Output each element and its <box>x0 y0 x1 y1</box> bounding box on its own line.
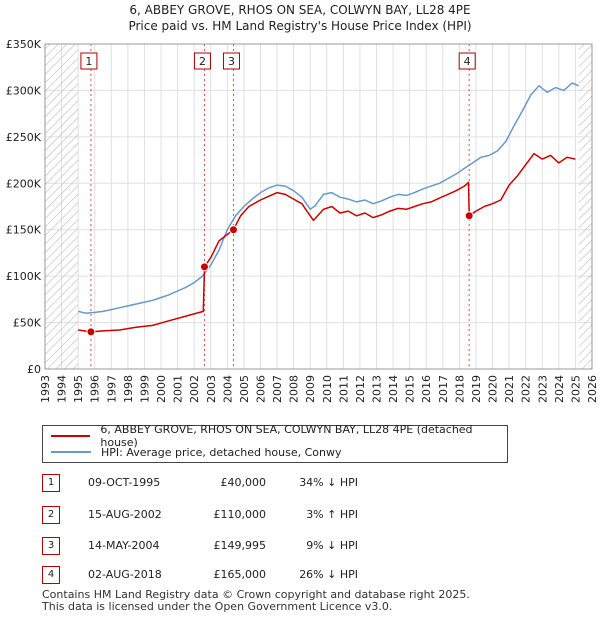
x-tick-label: 2003 <box>205 375 218 403</box>
x-tick-label: 2023 <box>536 375 549 403</box>
sale-point <box>199 262 209 272</box>
x-tick-label: 2006 <box>254 375 267 403</box>
x-tick-label: 2011 <box>337 375 350 403</box>
transaction-number: 2 <box>42 506 60 524</box>
hpi-line <box>78 82 579 315</box>
transaction-price: £165,000 <box>213 568 267 581</box>
transaction-number: 4 <box>42 566 60 584</box>
y-tick-label: £100K <box>6 270 42 283</box>
legend-item-property: 6, ABBEY GROVE, RHOS ON SEA, COLWYN BAY,… <box>51 423 507 449</box>
x-tick-label: 2007 <box>271 375 284 403</box>
x-tick-label: 1997 <box>105 375 118 403</box>
transaction-price: £149,995 <box>213 539 267 552</box>
property-swatch <box>51 435 91 437</box>
x-tick-label: 2016 <box>420 375 433 403</box>
transaction-date: 02-AUG-2018 <box>88 568 162 581</box>
legend-item-hpi: HPI: Average price, detached house, Conw… <box>51 444 342 460</box>
y-tick-label: £50K <box>13 317 42 330</box>
sale-number-box <box>458 52 476 70</box>
x-tick-label: 2014 <box>387 375 400 403</box>
x-tick-label: 1993 <box>39 375 52 403</box>
transaction-date: 14-MAY-2004 <box>88 539 160 552</box>
transaction-hpi: 3% ↑ HPI <box>306 508 358 521</box>
x-tick-label: 2001 <box>172 375 185 403</box>
transaction-date: 15-AUG-2002 <box>88 508 162 521</box>
x-tick-label: 1994 <box>56 375 69 403</box>
x-tick-label: 2005 <box>238 375 251 403</box>
sale-point <box>464 211 474 221</box>
x-tick-label: 2015 <box>404 375 417 403</box>
hpi-swatch <box>51 451 91 453</box>
sale-point <box>228 225 238 235</box>
x-tick-label: 2000 <box>155 375 168 403</box>
pre-data-hatch <box>45 44 79 369</box>
sale-number-box <box>80 52 98 70</box>
x-tick-label: 2013 <box>371 375 384 403</box>
x-tick-label: 2008 <box>288 375 301 403</box>
y-tick-label: £150K <box>6 224 42 237</box>
sale-number-label: 2 <box>199 55 206 68</box>
footer-line-2: This data is licensed under the Open Gov… <box>42 600 393 613</box>
x-tick-label: 2022 <box>520 375 533 403</box>
x-tick-label: 2024 <box>553 375 566 403</box>
x-tick-label: 1995 <box>72 375 85 403</box>
x-tick-label: 2020 <box>487 375 500 403</box>
x-tick-label: 2018 <box>453 375 466 403</box>
sale-number-label: 4 <box>464 55 471 68</box>
copyright-footer: Contains HM Land Registry data © Crown c… <box>42 589 470 613</box>
x-tick-label: 2021 <box>503 375 516 403</box>
plot-area <box>45 44 592 369</box>
y-tick-label: £0 <box>27 363 41 376</box>
price-chart: 1 2 3 4 £0 £50K £100K £150K £200K £250K £300K £350… <box>6 38 599 403</box>
legend-property-label: 6, ABBEY GROVE, RHOS ON SEA, COLWYN BAY,… <box>100 423 473 449</box>
x-tick-label: 2012 <box>354 375 367 403</box>
x-tick-label: 2009 <box>304 375 317 403</box>
y-tick-label: £350K <box>6 38 42 51</box>
x-tick-label: 2004 <box>221 375 234 403</box>
transaction-number: 1 <box>42 474 60 492</box>
x-tick-label: 2017 <box>437 375 450 403</box>
y-tick-label: £200K <box>6 177 42 190</box>
sale-point <box>86 327 96 337</box>
sale-number-box <box>193 52 211 70</box>
x-tick-label: 1999 <box>138 375 151 403</box>
post-data-hatch <box>578 44 592 369</box>
transaction-number: 3 <box>42 537 60 555</box>
chart-title-address: 6, ABBEY GROVE, RHOS ON SEA, COLWYN BAY,… <box>129 3 471 17</box>
transaction-hpi: 26% ↓ HPI <box>299 568 358 581</box>
chart-title-subtitle: Price paid vs. HM Land Registry's House … <box>128 19 472 33</box>
sale-number-label: 1 <box>85 55 92 68</box>
transaction-price: £40,000 <box>220 476 267 489</box>
transaction-hpi: 9% ↓ HPI <box>306 539 358 552</box>
x-tick-label: 2026 <box>586 375 599 403</box>
sale-number-box <box>222 52 240 70</box>
x-tick-label: 1996 <box>89 375 102 403</box>
transaction-price: £110,000 <box>213 508 267 521</box>
legend-hpi-label: HPI: Average price, detached house, Conw… <box>101 445 342 459</box>
x-tick-label: 2002 <box>188 375 201 403</box>
chart-legend: 6, ABBEY GROVE, RHOS ON SEA, COLWYN BAY,… <box>42 423 508 463</box>
transaction-hpi: 34% ↓ HPI <box>299 476 358 489</box>
plot-frame <box>44 43 593 370</box>
footer-line-1: Contains HM Land Registry data © Crown c… <box>42 588 470 601</box>
x-tick-label: 2025 <box>569 375 582 403</box>
sale-number-label: 3 <box>228 55 235 68</box>
x-tick-label: 2019 <box>470 375 483 403</box>
y-tick-label: £300K <box>6 84 42 97</box>
x-tick-label: 2010 <box>321 375 334 403</box>
x-tick-label: 1998 <box>122 375 135 403</box>
transaction-date: 09-OCT-1995 <box>88 476 161 489</box>
y-tick-label: £250K <box>6 131 42 144</box>
